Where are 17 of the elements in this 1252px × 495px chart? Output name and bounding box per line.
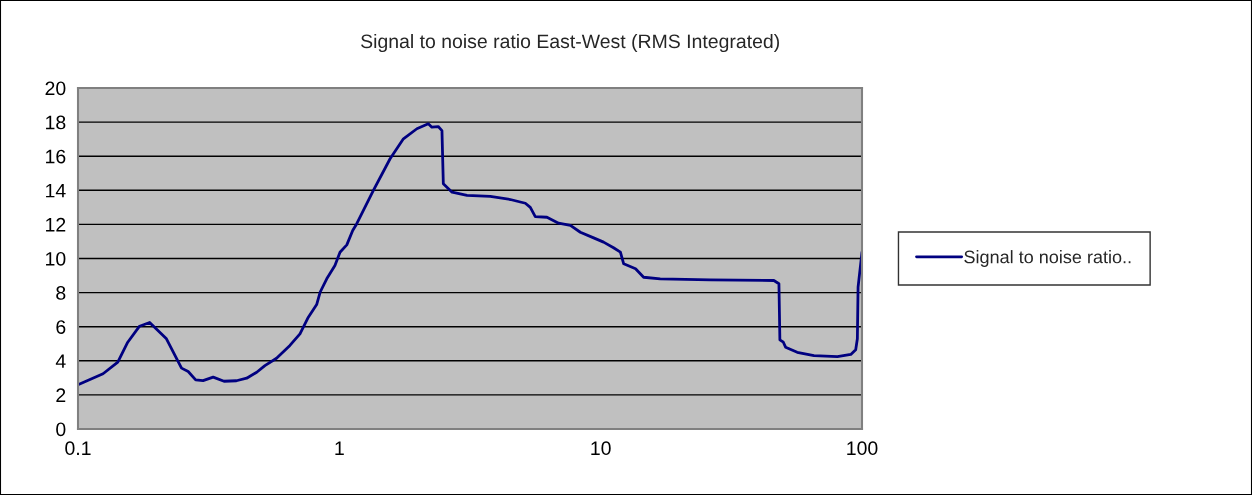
y-tick-label: 6 [56,320,66,334]
x-tick-label: 1 [335,441,344,455]
y-tick-label: 8 [56,286,66,300]
y-tick-label: 14 [46,183,66,198]
x-tick-label: 100 [847,441,878,456]
y-tick-label: 0 [56,422,66,437]
legend-label: Signal to noise ratio.. [964,250,1131,267]
y-tick-label: 18 [46,115,66,130]
y-tick-label: 4 [55,354,66,368]
y-tick-label: 20 [45,81,66,96]
y-tick-label: 12 [46,217,66,232]
x-tick-label: 10 [591,441,611,456]
x-tick-label: 0.1 [65,441,91,456]
y-tick-label: 16 [46,149,66,164]
y-tick-label: 10 [46,251,66,266]
y-tick-label: 2 [56,388,66,402]
chart-title: Signal to noise ratio East-West (RMS Integrated) [361,33,779,53]
